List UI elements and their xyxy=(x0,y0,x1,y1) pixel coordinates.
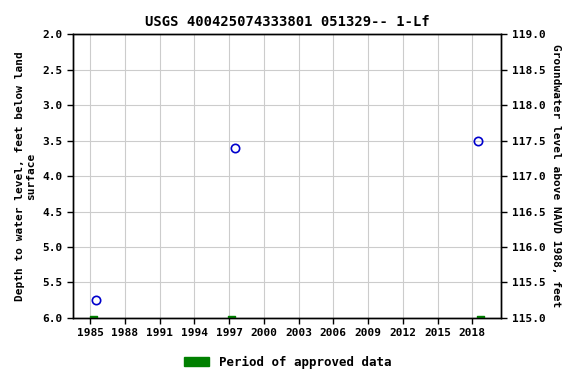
Title: USGS 400425074333801 051329-- 1-Lf: USGS 400425074333801 051329-- 1-Lf xyxy=(145,15,430,29)
Legend: Period of approved data: Period of approved data xyxy=(179,351,397,374)
Y-axis label: Depth to water level, feet below land
surface: Depth to water level, feet below land su… xyxy=(15,51,37,301)
Y-axis label: Groundwater level above NAVD 1988, feet: Groundwater level above NAVD 1988, feet xyxy=(551,45,561,308)
